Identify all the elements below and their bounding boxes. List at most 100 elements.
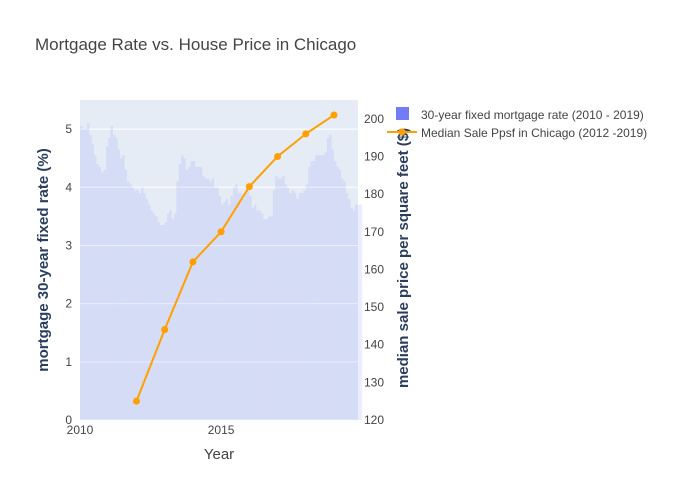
mortgage-rate-bar [174,213,177,420]
mortgage-rate-bar [343,181,346,420]
mortgage-rate-bar [249,196,252,420]
mortgage-rate-bar [159,225,163,420]
mortgage-rate-bar [145,198,149,420]
mortgage-rate-bar [148,204,151,420]
price-point [245,183,253,191]
price-point [217,228,225,236]
mortgage-rate-bar [103,169,106,420]
mortgage-rate-bar [225,198,229,420]
mortgage-rate-bar [298,193,302,420]
mortgage-rate-bar [164,222,167,420]
mortgage-rate-bar [162,225,165,420]
mortgage-rate-bar [329,134,332,420]
right-axis-ticks: 120 130 140 150 160 170 180 190 200 [364,112,384,427]
mortgage-rate-bar [150,210,153,420]
mortgage-rate-bar [96,164,99,420]
left-tick-label: 3 [65,238,72,252]
mortgage-rate-bar [310,161,313,420]
legend-bar-label: 30-year fixed mortgage rate (2010 - 2019… [421,108,644,122]
left-tick-label: 0 [65,413,72,427]
right-tick-label: 150 [364,300,384,314]
mortgage-rate-bar [324,152,327,420]
legend-line-marker [398,128,406,136]
right-tick-label: 120 [364,413,384,427]
mortgage-rate-bar [232,187,236,420]
mortgage-rate-bar [336,166,339,420]
mortgage-rate-bar [272,190,276,420]
mortgage-rate-bar [89,134,92,420]
mortgage-rate-bar [355,204,358,420]
mortgage-rate-bar [319,155,323,421]
mortgage-rate-bar [244,193,247,420]
mortgage-rate-bar [350,207,353,420]
mortgage-rate-bar [127,181,130,420]
mortgage-rate-bar [261,213,264,420]
mortgage-rate-bar [204,178,207,420]
mortgage-rate-bar [282,175,285,420]
mortgage-rate-bar [209,181,212,420]
mortgage-rate-bar [279,178,283,420]
mortgage-rate-bar [254,204,257,420]
mortgage-rate-bar [188,166,191,420]
mortgage-rate-bar [286,187,290,420]
mortgage-rate-bar [331,149,334,421]
mortgage-rate-bar [303,190,306,420]
mortgage-rate-bar [141,187,144,420]
mortgage-rate-bar [98,166,102,420]
x-axis-title: Year [204,446,234,463]
right-tick-label: 200 [364,112,384,126]
mortgage-rate-bar [341,178,344,420]
mortgage-rate-bar [348,198,351,420]
mortgage-rate-bar [265,219,269,420]
mortgage-rate-bar [134,190,137,420]
mortgage-rate-bar [84,127,88,420]
price-line [135,114,335,402]
mortgage-rate-bar [256,210,259,420]
mortgage-rate-bar [322,155,325,421]
legend[interactable]: 30-year fixed mortgage rate (2010 - 2019… [387,107,647,140]
left-tick-label: 2 [65,297,72,311]
price-point [132,397,140,405]
mortgage-rate-bar [338,169,342,420]
x-tick-label: 2010 [67,423,94,437]
mortgage-rate-bar [192,161,196,420]
mortgage-rate-bar [291,190,294,420]
mortgage-rate-bar [308,166,311,420]
right-tick-label: 160 [364,262,384,276]
mortgage-rate-bar [268,216,271,420]
mortgage-rate-bar [82,129,85,420]
mortgage-rate-bar [294,193,297,420]
mortgage-rate-bar [315,155,318,421]
mortgage-rate-bar [352,210,356,420]
mortgage-rate-bar [124,169,128,420]
price-point [302,130,310,138]
mortgage-rate-bar [94,155,97,421]
price-point [189,258,197,266]
mortgage-rate-bar [235,184,238,420]
mortgage-rate-bar [223,201,226,420]
mortgage-rate-bar [228,204,231,420]
mortgage-rate-bar [112,134,116,420]
mortgage-rate-bar [195,166,198,420]
mortgage-rate-bar [237,193,240,420]
mortgage-rate-bar [284,184,287,420]
right-tick-label: 170 [364,225,384,239]
mortgage-rate-bar [136,190,139,420]
mortgage-rate-bar [326,137,330,420]
mortgage-rate-bar [301,193,304,420]
left-tick-label: 4 [65,180,72,194]
mortgage-rate-bar [157,222,160,420]
mortgage-rate-bar [199,166,203,420]
mortgage-rate-bar [143,193,146,420]
mortgage-rate-bar [230,196,233,420]
mortgage-rate-bar [80,126,83,420]
mortgage-rate-bar [277,178,280,420]
legend-line-label: Median Sale Ppsf in Chicago (2012 -2019) [421,126,647,140]
mortgage-rate-bar [357,204,360,420]
chart-title: Mortgage Rate vs. House Price in Chicago [35,35,356,54]
mortgage-rate-bar [183,158,186,420]
left-axis-ticks: 0 1 2 3 4 5 [65,122,72,427]
mortgage-rate-bar [110,126,113,420]
mortgage-rate-bar [214,187,217,420]
